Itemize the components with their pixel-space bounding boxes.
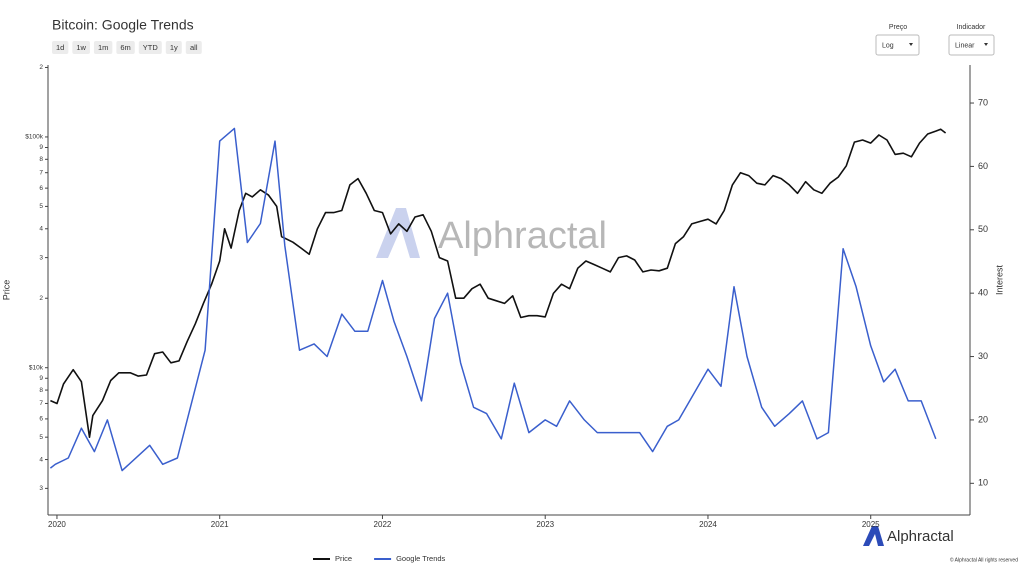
range-button[interactable]: 1d	[52, 41, 69, 54]
range-button[interactable]: YTD	[138, 41, 162, 54]
y-tick-label: 9	[39, 144, 43, 151]
y-tick-label: 2	[39, 295, 43, 302]
y-tick-label: 6	[39, 185, 43, 192]
brand-text: Alphractal	[887, 528, 954, 545]
y-tick-label: 3	[39, 254, 43, 261]
y2-tick-label: 50	[978, 224, 988, 234]
range-button-label[interactable]: YTD	[143, 43, 159, 52]
y2-tick-label: 70	[978, 97, 988, 107]
y2-tick-label: 30	[978, 351, 988, 361]
range-button-bg[interactable]	[165, 41, 182, 54]
indicator-scale-dropdown[interactable]: Linear	[948, 34, 995, 56]
range-button[interactable]: 1w	[72, 41, 90, 54]
y-tick-label: 6	[39, 416, 43, 423]
y-tick-label: 2	[39, 64, 43, 71]
brand-logo: Alphractal	[863, 526, 954, 546]
y-axis-title: Price	[1, 280, 11, 301]
indicator-scale-label: Indicador	[957, 24, 986, 31]
y2-tick-label: 40	[978, 288, 988, 298]
y2-tick-label: 60	[978, 161, 988, 171]
y-tick-label: 4	[39, 225, 43, 232]
dropdown-box[interactable]	[875, 34, 920, 56]
y-tick-label: 8	[39, 387, 43, 394]
plot: 2 $100k 9 8 7 6 5 4 3 2 $10k 9 8 7 6 5 4 3 10 20 30 40 50 60 70 2…	[1, 64, 1004, 563]
range-button-bg[interactable]	[116, 41, 135, 54]
range-button-label[interactable]: 6m	[120, 43, 130, 52]
range-button-label[interactable]: 1y	[170, 43, 178, 52]
dropdown-value[interactable]: Linear	[955, 42, 975, 49]
range-button-bg[interactable]	[185, 41, 202, 54]
range-button-bg[interactable]	[72, 41, 90, 54]
y-tick-label: 3	[39, 485, 43, 492]
dropdown-arrow[interactable]	[909, 43, 913, 46]
legend-label: Price	[335, 554, 352, 563]
y2-tick-label: 10	[978, 478, 988, 488]
y-tick-label: 9	[39, 375, 43, 382]
y-tick-label: 7	[39, 400, 43, 407]
range-buttons: 1d 1w 1m 6m YTD 1y all	[52, 41, 202, 54]
y-tick-label: 7	[39, 169, 43, 176]
range-button-bg[interactable]	[93, 41, 113, 54]
y-tick-label: 8	[39, 156, 43, 163]
x-tick-label: 2024	[699, 520, 717, 529]
range-button-bg[interactable]	[52, 41, 69, 54]
dropdown-box[interactable]	[948, 34, 995, 56]
brand-icon	[863, 526, 884, 546]
watermark: Alphractal	[376, 208, 607, 258]
x-tick-label: 2025	[862, 520, 880, 529]
range-button[interactable]: all	[185, 41, 202, 54]
x-tick-label: 2022	[374, 520, 392, 529]
x-tick-label: 2020	[48, 520, 66, 529]
series-line	[50, 128, 947, 438]
y-tick-label: $10k	[29, 364, 44, 371]
range-button-bg[interactable]	[138, 41, 162, 54]
range-button-label[interactable]: all	[190, 43, 198, 52]
price-scale-label: Preço	[889, 24, 907, 31]
x-tick-label: 2021	[211, 520, 229, 529]
range-button-label[interactable]: 1m	[98, 43, 108, 52]
y-tick-label: 5	[39, 203, 43, 210]
range-button[interactable]: 6m	[116, 41, 135, 54]
chart-title: Bitcoin: Google Trends	[52, 17, 194, 33]
range-button[interactable]: 1m	[93, 41, 113, 54]
price-scale-dropdown[interactable]: Log	[875, 34, 920, 56]
dropdown-arrow[interactable]	[984, 43, 988, 46]
y2-axis-title: Interest	[994, 264, 1004, 295]
series-line	[49, 127, 937, 472]
y-tick-label: 5	[39, 434, 43, 441]
watermark-icon	[376, 208, 420, 258]
range-button[interactable]: 1y	[165, 41, 182, 54]
range-button-label[interactable]: 1d	[56, 43, 64, 52]
range-button-label[interactable]: 1w	[76, 43, 86, 52]
copyright: © Alphractal All rights reserved	[950, 556, 1018, 563]
dropdown-value[interactable]: Log	[882, 42, 894, 49]
y2-tick-label: 20	[978, 414, 988, 424]
x-tick-label: 2023	[536, 520, 554, 529]
legend-label: Google Trends	[396, 554, 445, 563]
watermark-text: Alphractal	[438, 215, 607, 257]
y-tick-label: $100k	[25, 134, 43, 141]
y-tick-label: 4	[39, 456, 43, 463]
